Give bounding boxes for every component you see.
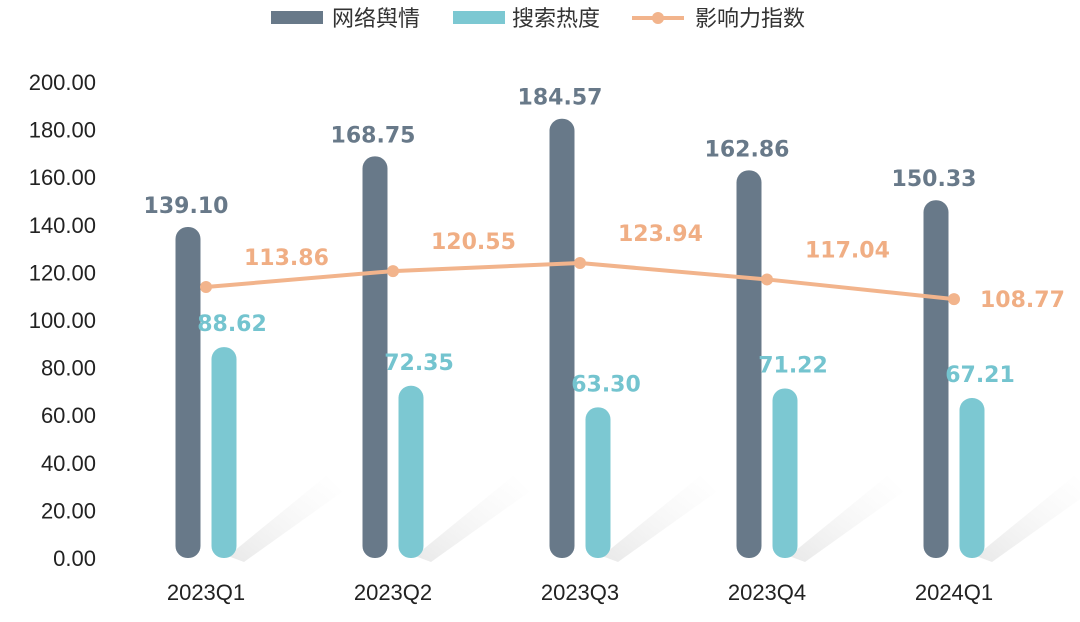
bar	[398, 385, 424, 558]
x-tick-label: 2023Q3	[541, 580, 619, 605]
data-label: 168.75	[331, 123, 416, 148]
bar	[585, 407, 611, 558]
legend-label: 网络舆情	[332, 7, 420, 32]
line-point	[948, 293, 960, 306]
line-point	[574, 257, 586, 270]
legend-swatch-marker	[652, 12, 664, 24]
legend-swatch	[453, 11, 505, 24]
bar-shadow	[602, 476, 716, 562]
bar	[736, 170, 762, 559]
x-axis: 2023Q1 2023Q2 2023Q3 2023Q4 2024Q1	[167, 580, 993, 605]
data-labels: 139.10 168.75 184.57 162.86 150.33 88.62 72.35…	[144, 86, 1065, 398]
y-tick-label: 100.00	[29, 308, 96, 333]
line-point	[200, 281, 212, 294]
y-tick-label: 120.00	[29, 260, 96, 285]
bar-shadow	[415, 476, 529, 562]
data-label: 117.04	[805, 238, 890, 263]
data-label: 139.10	[144, 194, 229, 219]
bar	[772, 388, 798, 558]
x-tick-label: 2023Q4	[728, 580, 806, 605]
line-point	[761, 273, 773, 286]
x-tick-label: 2024Q1	[915, 580, 993, 605]
data-label: 150.33	[892, 167, 977, 192]
y-tick-label: 60.00	[41, 403, 96, 428]
bar	[549, 118, 575, 559]
data-label: 72.35	[384, 351, 454, 376]
data-label: 113.86	[244, 246, 329, 271]
bar	[923, 200, 949, 558]
y-tick-label: 140.00	[29, 213, 96, 238]
data-label: 88.62	[197, 312, 267, 337]
bar-shadows	[228, 476, 1080, 562]
legend-swatch	[271, 11, 323, 24]
data-label: 67.21	[945, 363, 1015, 388]
data-label: 123.94	[618, 222, 703, 247]
legend-label: 影响力指数	[695, 7, 805, 32]
bar	[959, 398, 985, 558]
y-tick-label: 20.00	[41, 498, 96, 523]
data-label: 184.57	[518, 86, 603, 111]
bar-shadow	[228, 476, 342, 562]
y-axis: 0.00 20.00 40.00 60.00 80.00 100.00 120.00 140.…	[29, 70, 96, 571]
y-tick-label: 180.00	[29, 118, 96, 143]
y-tick-label: 200.00	[29, 70, 96, 95]
line-series	[200, 257, 960, 306]
x-tick-label: 2023Q1	[167, 580, 245, 605]
bar-shadow	[789, 476, 903, 562]
y-tick-label: 160.00	[29, 165, 96, 190]
legend-label: 搜索热度	[512, 7, 600, 32]
legend: 网络舆情 搜索热度 影响力指数	[271, 7, 805, 32]
bar	[211, 347, 237, 558]
bars	[175, 118, 985, 559]
y-tick-label: 80.00	[41, 356, 96, 381]
data-label: 71.22	[758, 353, 828, 378]
y-tick-label: 40.00	[41, 451, 96, 476]
bar-shadow	[976, 476, 1080, 562]
line-point	[387, 265, 399, 278]
y-tick-label: 0.00	[53, 546, 96, 571]
bar	[175, 226, 201, 558]
data-label: 162.86	[705, 137, 790, 162]
data-label: 108.77	[980, 288, 1065, 313]
x-tick-label: 2023Q2	[354, 580, 432, 605]
data-label: 120.55	[431, 230, 516, 255]
bar	[362, 156, 388, 558]
data-label: 63.30	[571, 372, 641, 397]
